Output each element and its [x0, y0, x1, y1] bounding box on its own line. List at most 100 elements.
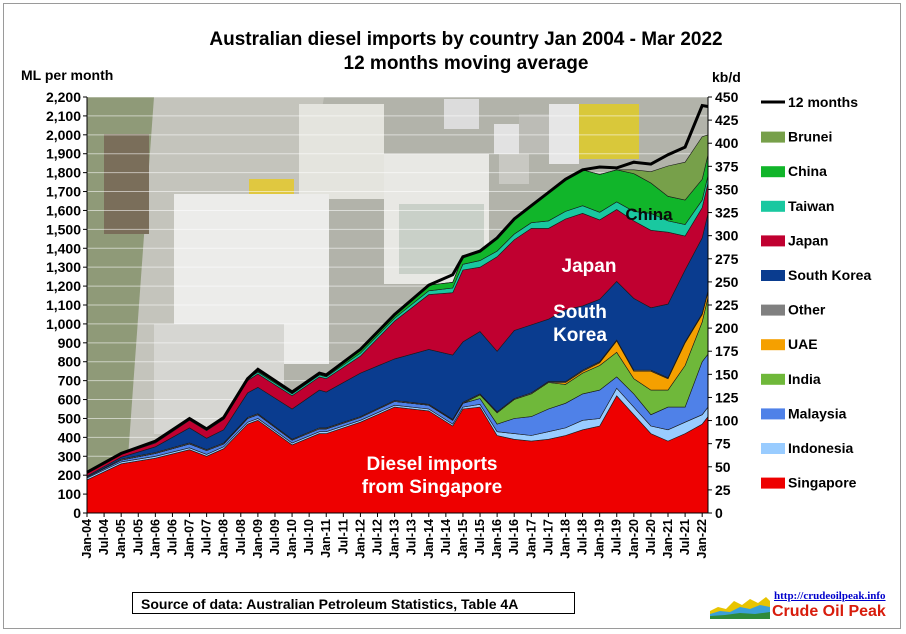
legend-label-other: Other: [788, 302, 826, 318]
y-tick-label-left: 400: [58, 429, 82, 445]
annotation-south-korea-line1: South: [553, 302, 607, 323]
x-tick-label: Jan-06: [148, 519, 162, 559]
legend-swatch-china: [761, 166, 785, 178]
legend-swatch-singapore: [761, 477, 785, 489]
x-tick-label: Jan-10: [285, 519, 299, 559]
legend-swatch-brunei: [761, 131, 785, 143]
y-tick-label-right: 375: [715, 158, 739, 174]
y-axis-right-label: kb/d: [712, 69, 741, 85]
chart-frame: Australian diesel imports by country Jan…: [3, 3, 901, 629]
legend-swatch-malaysia: [761, 408, 785, 420]
x-tick-label: Jul-07: [200, 519, 214, 555]
x-tick-label: Jan-22: [695, 519, 709, 559]
x-tick-label: Jan-13: [388, 519, 402, 559]
legend-label-brunei: Brunei: [788, 129, 832, 145]
source-note: Source of data: Australian Petroleum Sta…: [132, 592, 575, 614]
y-tick-label-right: 325: [715, 205, 739, 221]
x-tick-label: Jul-06: [165, 519, 179, 555]
y-tick-label-left: 600: [58, 392, 82, 408]
x-tick-label: Jul-04: [97, 519, 111, 555]
x-tick-label: Jan-08: [217, 519, 231, 559]
y-tick-label-left: 500: [58, 410, 82, 426]
legend-label-uae: UAE: [788, 336, 818, 352]
annotation-china: China: [625, 205, 673, 224]
x-tick-label: Jan-17: [524, 519, 538, 559]
x-tick-label: Jul-20: [644, 519, 658, 555]
legend: 12 months Brunei China Taiwan Japan South Kor…: [761, 94, 871, 491]
y-tick-label-left: 2,100: [46, 108, 81, 124]
x-tick-label: Jan-11: [319, 519, 333, 558]
chart-subtitle: 12 months moving average: [344, 53, 589, 74]
legend-label-japan: Japan: [788, 232, 828, 248]
legend-label-india: India: [788, 371, 821, 387]
legend-label-china: China: [788, 163, 827, 179]
x-tick-label: Jul-17: [541, 519, 555, 555]
y-tick-label-left: 1,800: [46, 165, 81, 181]
x-tick-label: Jan-16: [490, 519, 504, 559]
y-tick-label-right: 50: [715, 459, 731, 475]
y-tick-label-left: 1,200: [46, 278, 81, 294]
y-tick-label-left: 1,100: [46, 297, 81, 313]
y-tick-label-right: 250: [715, 274, 739, 290]
logo-name: Crude Oil Peak: [772, 603, 886, 620]
chart-canvas: Australian diesel imports by country Jan…: [21, 29, 871, 559]
x-tick-label: Jan-18: [558, 519, 572, 559]
x-tick-label: Jan-15: [456, 519, 470, 559]
y-tick-label-left: 1,900: [46, 146, 81, 162]
x-tick-label: Jul-05: [131, 519, 145, 555]
y-tick-label-right: 300: [715, 228, 739, 244]
logo-url-link[interactable]: http://crudeoilpeak.info: [774, 590, 886, 602]
y-tick-label-left: 1,600: [46, 202, 81, 218]
annotation-south-korea-line2: Korea: [553, 325, 607, 346]
y-tick-label-left: 900: [58, 335, 82, 351]
y-tick-label-left: 700: [58, 373, 82, 389]
chart-title: Australian diesel imports by country Jan…: [209, 29, 722, 50]
x-tick-label: Jul-14: [439, 519, 453, 555]
y-tick-label-right: 100: [715, 413, 739, 429]
legend-label-taiwan: Taiwan: [788, 198, 834, 214]
legend-swatch-other: [761, 304, 785, 316]
y-tick-label-right: 400: [715, 135, 739, 151]
legend-swatch-india: [761, 373, 785, 385]
x-tick-label: Jan-12: [353, 519, 367, 559]
x-tick-label: Jul-10: [302, 519, 316, 555]
crude-oil-peak-logo: http://crudeoilpeak.info Crude Oil Peak: [710, 589, 900, 627]
y-axis-right-ticks: 0 25 50 75 100 125 150 175 200 225 250 275 300 325 350…: [708, 89, 739, 521]
y-axis-left-label: ML per month: [21, 67, 113, 83]
x-tick-label: Jul-15: [473, 519, 487, 555]
y-tick-label-left: 1,300: [46, 259, 81, 275]
y-tick-label-left: 200: [58, 467, 82, 483]
legend-swatch-south-korea: [761, 270, 785, 281]
legend-label-indonesia: Indonesia: [788, 440, 854, 456]
y-tick-label-left: 100: [58, 486, 82, 502]
x-tick-label: Jul-08: [234, 519, 248, 555]
legend-label-south-korea: South Korea: [788, 267, 871, 283]
x-tick-label: Jul-12: [371, 519, 385, 555]
x-tick-label: Jul-09: [268, 519, 282, 555]
y-tick-label-left: 1,400: [46, 240, 81, 256]
y-tick-label-right: 425: [715, 112, 739, 128]
y-tick-label-right: 125: [715, 389, 739, 405]
line-12-months: [86, 103, 709, 474]
x-tick-label: Jan-19: [593, 519, 607, 559]
y-tick-label-left: 800: [58, 354, 82, 370]
logo-chart-icon: [710, 597, 770, 619]
y-tick-label-right: 150: [715, 366, 739, 382]
legend-label-malaysia: Malaysia: [788, 405, 847, 421]
x-tick-label: Jul-13: [405, 519, 419, 555]
x-tick-label: Jan-14: [422, 519, 436, 559]
y-tick-label-left: 2,000: [46, 127, 81, 143]
x-tick-label: Jul-19: [610, 519, 624, 555]
y-tick-label-left: 300: [58, 448, 82, 464]
x-axis-ticks: Jan-04 Jul-04 Jan-05 Jul-05 Jan-06 Jul-06 Jan-…: [80, 513, 709, 559]
y-tick-label-right: 75: [715, 436, 731, 452]
annotation-japan: Japan: [562, 256, 617, 277]
x-tick-label: Jan-21: [661, 519, 675, 559]
y-tick-label-right: 350: [715, 181, 739, 197]
y-tick-label-right: 275: [715, 251, 739, 267]
legend-swatch-indonesia: [761, 443, 785, 454]
annotation-singapore-line1: Diesel imports: [367, 454, 498, 475]
total-line-layer: [86, 103, 709, 474]
y-tick-label-right: 175: [715, 343, 739, 359]
legend-swatch-taiwan: [761, 200, 785, 212]
